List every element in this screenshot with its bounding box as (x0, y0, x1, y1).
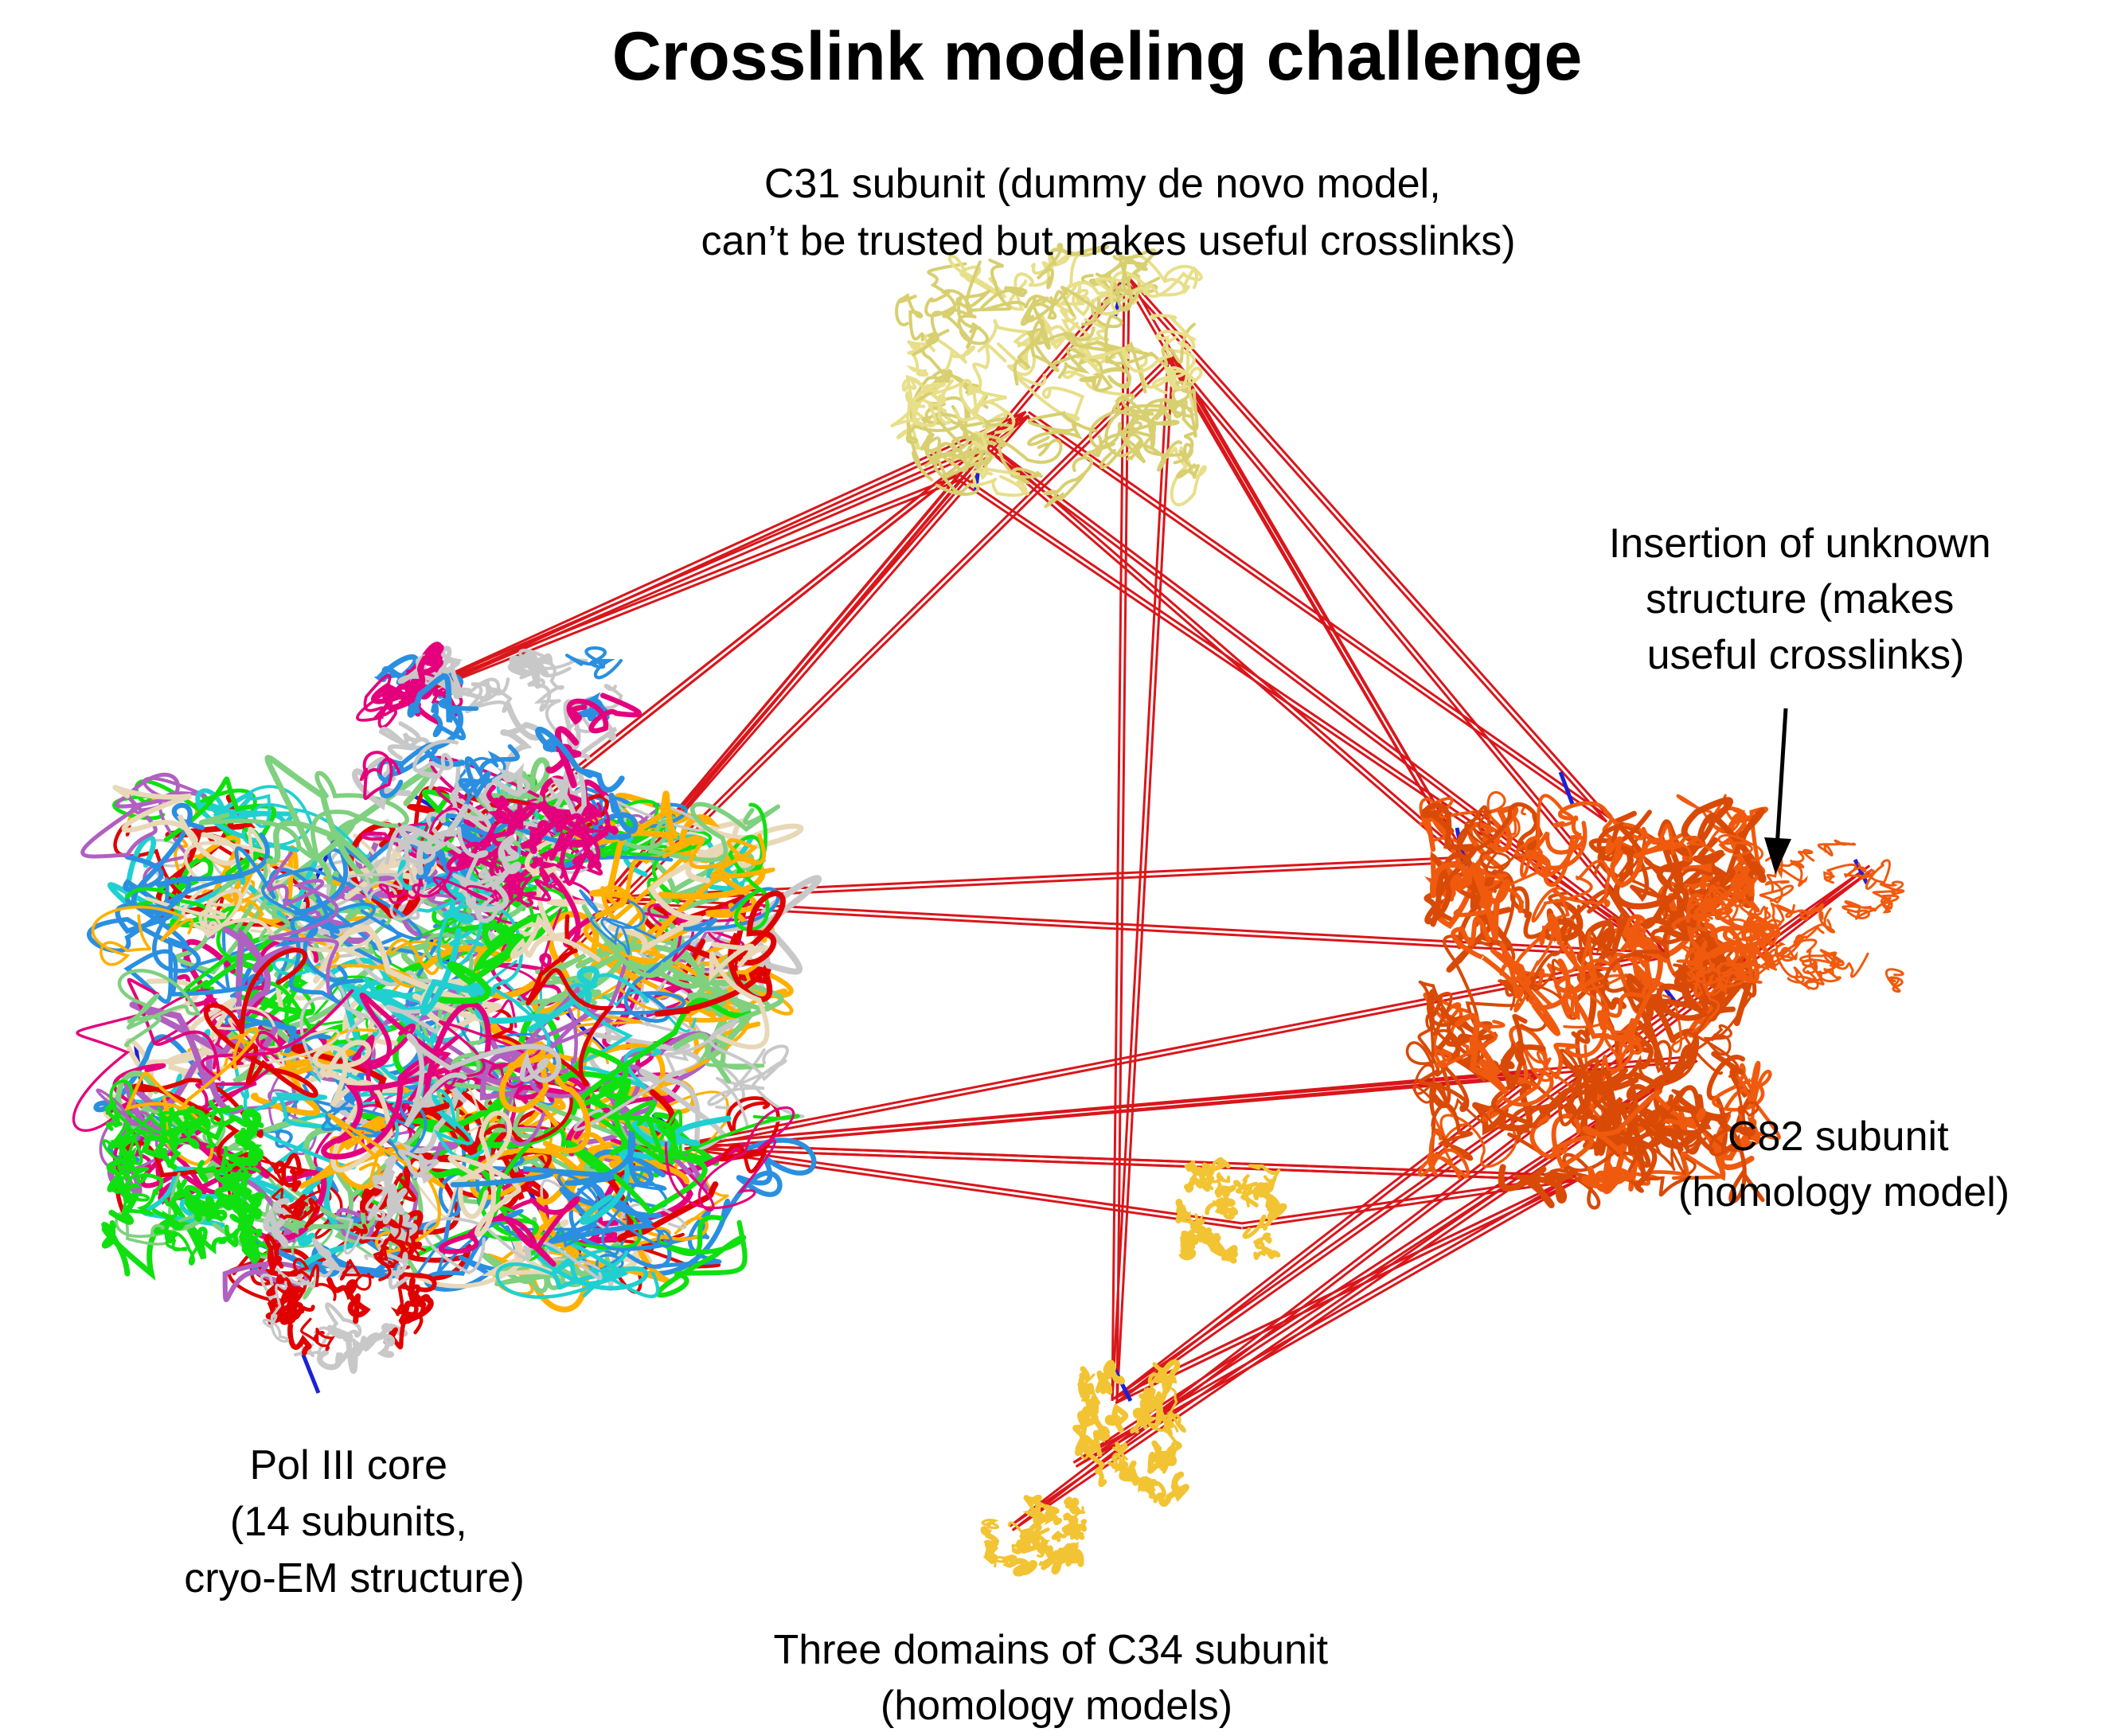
crosslink-line (396, 410, 1027, 700)
c34-domain-3 (980, 1494, 1088, 1577)
crosslink-line (602, 276, 1126, 899)
c31-label: C31 subunit (dummy de novo model, can’t … (701, 161, 1515, 264)
crosslink-line (1171, 356, 1468, 860)
pol3-core-green-domain (101, 1099, 270, 1266)
crosslink-line (1171, 356, 1667, 955)
crosslink-line (684, 1147, 1242, 1230)
crosslink-line (685, 1142, 1243, 1225)
crosslink-line (396, 442, 987, 700)
structure-models (72, 243, 1905, 1577)
insertion-label: Insertion of unknown structure (makes us… (1609, 521, 2002, 678)
c82-label: C82 subunit (homology model) (1678, 1114, 2009, 1215)
crosslink-line (1075, 1059, 1698, 1468)
crosslink-line (985, 447, 1664, 958)
crosslink-line (1072, 1055, 1696, 1464)
pol3-core-label: Pol III core (14 subunits, cryo-EM struc… (184, 1442, 525, 1601)
crosslink-line (1242, 1179, 1577, 1230)
c31-structure (890, 243, 1207, 509)
crosslink-line (1127, 276, 1611, 820)
c34-domain-2 (1072, 1359, 1189, 1508)
crosslink-line (1123, 279, 1607, 822)
c82-insertion-structure (1676, 834, 1905, 997)
intra-crosslink-line (1853, 858, 1869, 885)
pol3-core-red-domain (260, 1149, 439, 1374)
c34-domain-1 (1175, 1157, 1287, 1264)
intra-crosslink-line (300, 1352, 321, 1394)
crosslink-line (1115, 279, 1131, 1402)
crosslink-line (987, 443, 1666, 954)
insertion-arrow (1764, 708, 1791, 874)
crosslink-line (684, 951, 1664, 1145)
crosslink-line (1027, 411, 1611, 819)
c34-label: Three domains of C34 subunit (homology m… (773, 1627, 1339, 1729)
c82-structure (1405, 790, 1781, 1210)
crosslink-line (554, 355, 1170, 962)
crosslink-line (1111, 357, 1170, 1401)
crosslink-line (1112, 1071, 1537, 1400)
crosslink-line (491, 411, 1027, 835)
crosslink-line (558, 359, 1174, 966)
crosslink-line (1111, 278, 1126, 1401)
diagram-title: Crosslink modeling challenge (612, 18, 1583, 95)
intra-crosslink-line (1558, 771, 1575, 805)
crosslink-line (684, 1147, 1576, 1182)
crosslink-line (1025, 415, 1608, 823)
crosslink-line (957, 478, 1664, 958)
crosslink-line (398, 478, 961, 704)
crosslink-line (398, 447, 989, 704)
crosslink-line (396, 474, 959, 700)
crosslink-line (987, 443, 1467, 859)
crosslink-line (1115, 1179, 1578, 1405)
crosslink-line (1113, 1174, 1576, 1400)
pol3-core-top-lobe (347, 642, 642, 923)
crosslink-line (1167, 358, 1464, 862)
crosslink-line (685, 956, 1665, 1150)
crosslink-line (1115, 358, 1174, 1402)
intra-crosslink-line (1112, 1367, 1133, 1402)
